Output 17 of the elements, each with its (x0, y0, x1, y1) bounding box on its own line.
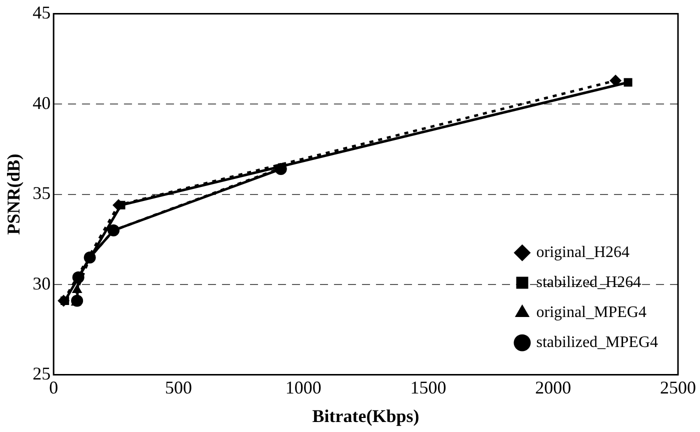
y-tick-label: 45 (32, 2, 51, 23)
y-tick-label: 40 (32, 92, 51, 113)
x-tick-label: 2000 (535, 377, 572, 398)
legend-label: stabilized_MPEG4 (536, 334, 658, 352)
y-tick-label: 25 (32, 364, 51, 384)
legend-label: original_H264 (536, 244, 630, 262)
legend-label: original_MPEG4 (536, 304, 646, 322)
y-axis-title: PSNR(dB) (3, 154, 24, 235)
y-tick-label: 35 (32, 183, 51, 204)
x-tick-label: 1000 (285, 377, 322, 398)
x-tick-label: 0 (49, 377, 58, 398)
x-tick-label: 2500 (660, 377, 696, 398)
y-tick-label: 30 (32, 273, 51, 294)
x-tick-label: 500 (164, 377, 192, 398)
x-tick-label: 1500 (410, 377, 446, 398)
legend-label: stabilized_H264 (536, 274, 642, 292)
x-axis-title: Bitrate(Kbps) (312, 406, 420, 426)
